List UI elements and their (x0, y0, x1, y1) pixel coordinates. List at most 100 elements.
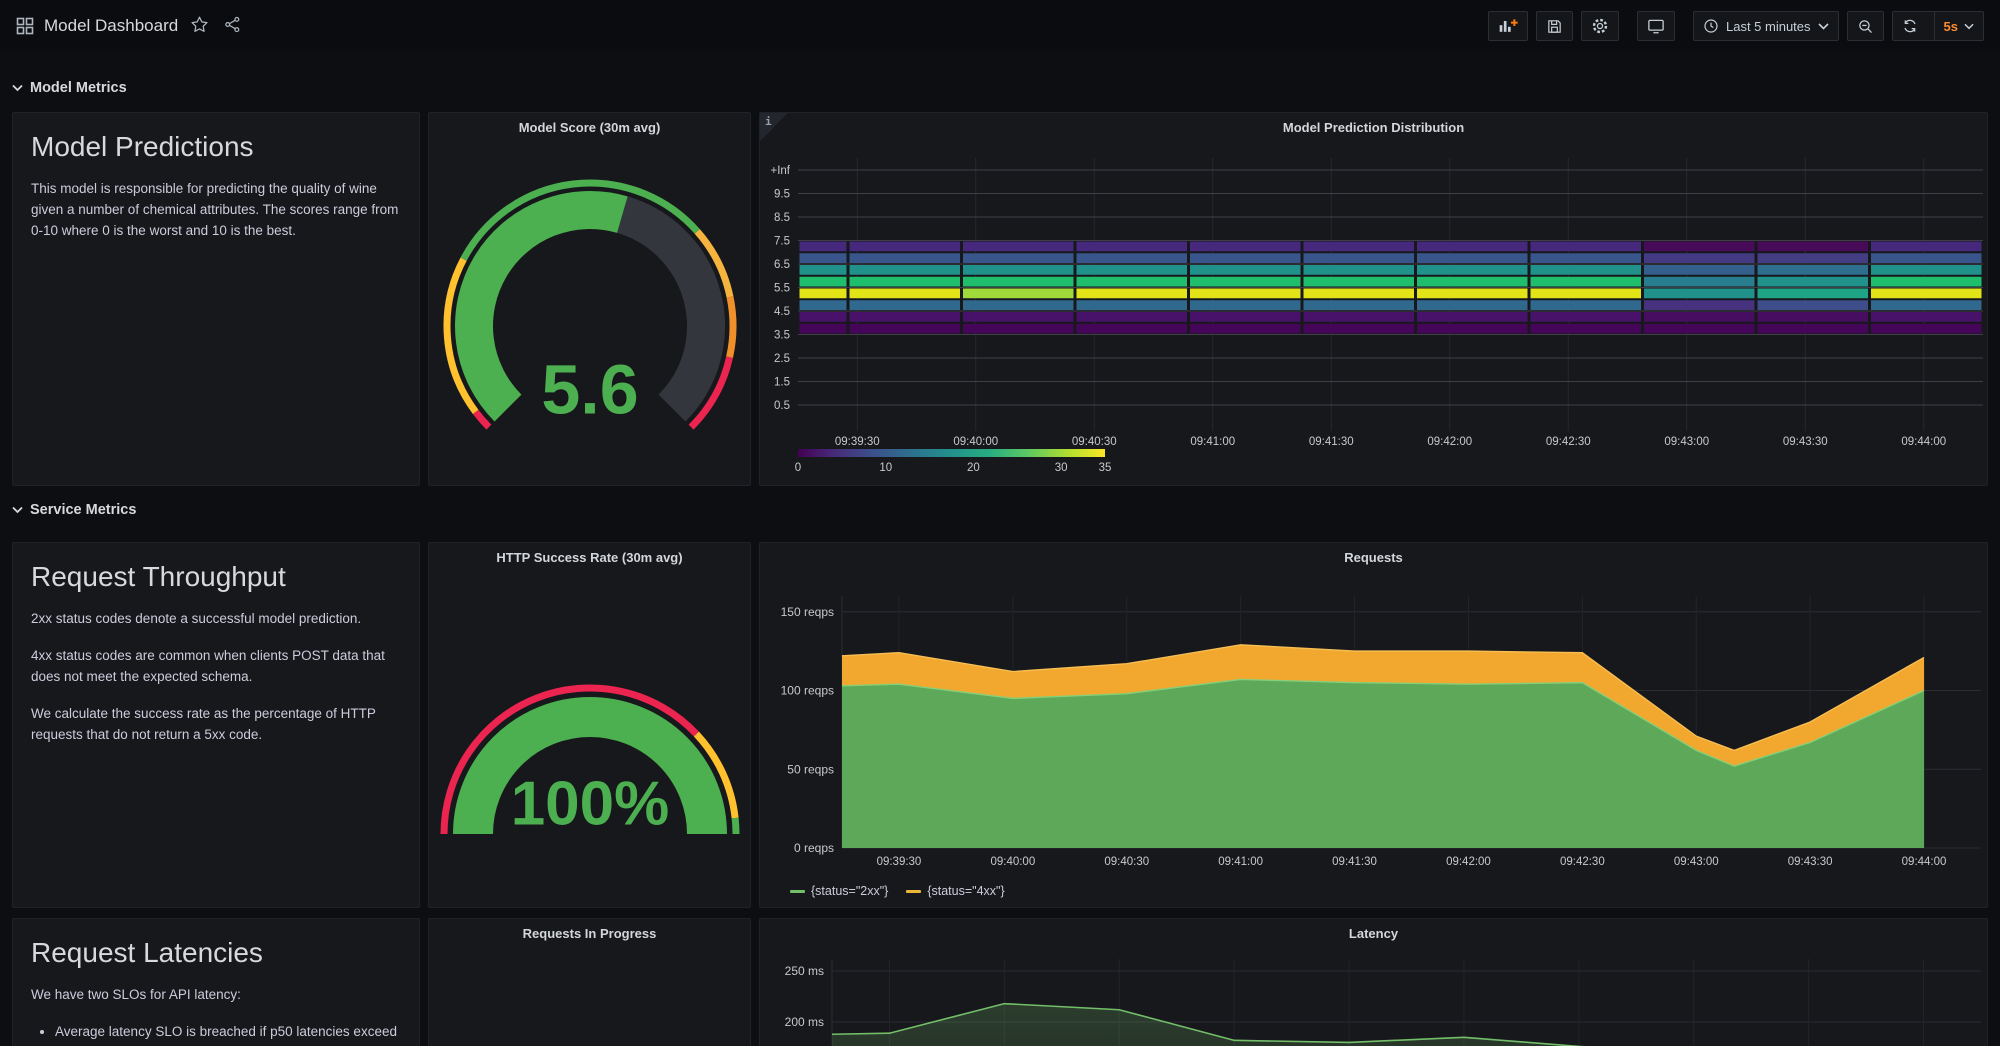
svg-text:09:41:00: 09:41:00 (1218, 856, 1263, 868)
section-service-metrics[interactable]: Service Metrics (12, 502, 136, 518)
svg-text:1.5: 1.5 (774, 377, 790, 389)
heatmap-cell (1417, 276, 1528, 287)
heatmap-cell (1417, 241, 1528, 252)
heatmap-cell (1417, 312, 1528, 322)
heatmap-cell (1757, 276, 1868, 287)
requests-chart: 0 reqps 50 reqps 100 reqps 150 reqps 09:39:3… (781, 596, 1981, 868)
heatmap-cell (1530, 276, 1641, 287)
section-label: Model Metrics (30, 80, 127, 96)
svg-text:2.5: 2.5 (774, 353, 790, 365)
save-dashboard-button[interactable] (1535, 11, 1573, 41)
clock-icon (1703, 18, 1719, 34)
panel-title[interactable]: Model Prediction Distribution (1282, 120, 1465, 135)
panel-title[interactable]: HTTP Success Rate (30m avg) (496, 550, 683, 565)
panel-requests: Requests 0 reqps 50 reqps 100 reqps 150 req… (759, 542, 1988, 908)
panel-title[interactable]: Requests (1344, 550, 1403, 565)
svg-text:0.5: 0.5 (774, 400, 790, 412)
share-icon[interactable] (221, 13, 244, 39)
svg-text:09:39:30: 09:39:30 (877, 856, 922, 868)
tv-icon (1647, 17, 1665, 35)
panel-info-icon[interactable]: i (760, 113, 788, 141)
legend-item[interactable]: {status="4xx"} (906, 884, 1005, 898)
heatmap-cell (1417, 265, 1528, 275)
heatmap-cell (1190, 265, 1301, 275)
heatmap-cell (963, 265, 1074, 275)
latency-area (832, 1003, 1573, 1046)
svg-text:09:43:00: 09:43:00 (1674, 856, 1719, 868)
heatmap-cell (1417, 288, 1528, 299)
heatmap-cell (1190, 300, 1301, 310)
dashboard-settings-button[interactable] (1580, 11, 1619, 41)
svg-text:09:44:00: 09:44:00 (1901, 436, 1946, 448)
svg-text:09:43:00: 09:43:00 (1664, 436, 1709, 448)
heatmap-cell (1190, 253, 1301, 263)
chevron-down-icon (12, 506, 23, 514)
svg-text:50 reqps: 50 reqps (787, 762, 834, 776)
heatmap-cell (1871, 253, 1982, 263)
panel-heading: Request Latencies (31, 937, 263, 968)
section-model-metrics[interactable]: Model Metrics (12, 80, 127, 96)
save-icon (1546, 18, 1563, 35)
refresh-icon (1902, 18, 1918, 34)
heatmap-cell (1530, 300, 1641, 310)
heatmap-cell (799, 312, 847, 322)
zoom-out-icon (1857, 18, 1874, 35)
heatmap-cell (1303, 276, 1414, 287)
refresh-interval-picker[interactable]: 5s (1933, 12, 1983, 40)
star-icon[interactable] (188, 13, 211, 39)
heatmap-cell (849, 241, 960, 252)
heatmap-cell (1644, 288, 1755, 299)
svg-text:09:42:30: 09:42:30 (1546, 436, 1591, 448)
svg-text:4.5: 4.5 (774, 306, 790, 318)
heatmap-cell (1644, 276, 1755, 287)
panel-bullet: Average latency SLO is breached if p50 l… (55, 1022, 401, 1046)
refresh-interval-label: 5s (1943, 18, 1958, 34)
svg-text:250 ms: 250 ms (785, 964, 824, 978)
heatmap-cell (1417, 300, 1528, 310)
panel-body-text: We calculate the success rate as the per… (31, 705, 376, 742)
svg-text:200 ms: 200 ms (785, 1015, 824, 1029)
heatmap-cell (1417, 253, 1528, 263)
heatmap-cell (1871, 323, 1982, 334)
heatmap-cell (1303, 300, 1414, 310)
heatmap-cell (1190, 276, 1301, 287)
heatmap-cell (799, 253, 847, 263)
panel-title[interactable]: Latency (1348, 926, 1399, 941)
panel-heading: Request Throughput (31, 561, 286, 592)
panel-http-success-rate: HTTP Success Rate (30m avg) 100% (428, 542, 751, 908)
apps-icon[interactable] (16, 17, 34, 35)
time-range-label: Last 5 minutes (1725, 18, 1811, 34)
heatmap-cell (849, 323, 960, 334)
heatmap-cell (799, 241, 847, 252)
heatmap-cell (1644, 253, 1755, 263)
series-4xx-area (842, 644, 1925, 767)
panel-body-text: This model is responsible for predicting… (31, 181, 399, 238)
panel-add-icon (1498, 17, 1518, 35)
refresh-button[interactable] (1893, 12, 1927, 40)
svg-text:5.5: 5.5 (774, 283, 790, 295)
prediction-heatmap: 09:39:30 09:40:00 09:40:30 09:41:00 09:41:30… (770, 158, 1983, 474)
panel-title[interactable]: Requests In Progress (522, 926, 657, 941)
dashboard-title: Model Dashboard (44, 16, 179, 35)
heatmap-colorbar (798, 449, 1105, 457)
zoom-out-button[interactable] (1846, 11, 1884, 41)
heatmap-cell (799, 265, 847, 275)
heatmap-cell (1757, 265, 1868, 275)
heatmap-cell (1871, 265, 1982, 275)
add-panel-button[interactable] (1487, 11, 1528, 41)
panel-title[interactable]: Model Score (30m avg) (518, 120, 661, 135)
heatmap-cell (1644, 300, 1755, 310)
svg-text:09:41:00: 09:41:00 (1190, 436, 1235, 448)
svg-text:100 reqps: 100 reqps (781, 684, 834, 698)
svg-text:10: 10 (879, 462, 892, 474)
heatmap-cell (1076, 288, 1187, 299)
heatmap-cell (1530, 323, 1641, 334)
panel-model-predictions: Model Predictions This model is responsi… (12, 112, 420, 486)
heatmap-cell (1757, 241, 1868, 252)
time-range-picker[interactable]: Last 5 minutes (1692, 11, 1839, 41)
legend-item[interactable]: {status="2xx"} (790, 884, 888, 898)
panel-bullet-list: Average latency SLO is breached if p50 l… (37, 1022, 401, 1046)
tv-mode-button[interactable] (1636, 11, 1675, 41)
heatmap-cell (1871, 276, 1982, 287)
heatmap-cell (963, 276, 1074, 287)
